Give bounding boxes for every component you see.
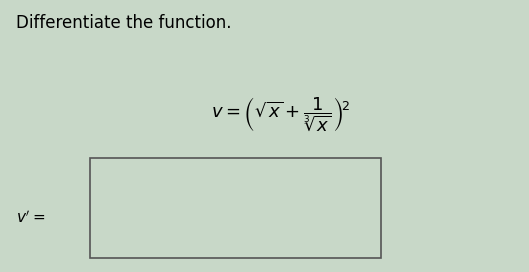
Text: $v = \left(\sqrt{x} + \dfrac{1}{\sqrt[3]{x}}\right)^{\!2}$: $v = \left(\sqrt{x} + \dfrac{1}{\sqrt[3]…	[211, 95, 350, 133]
Text: Differentiate the function.: Differentiate the function.	[16, 14, 231, 32]
Bar	[90, 158, 381, 258]
Text: $v' =$: $v' =$	[16, 209, 45, 226]
